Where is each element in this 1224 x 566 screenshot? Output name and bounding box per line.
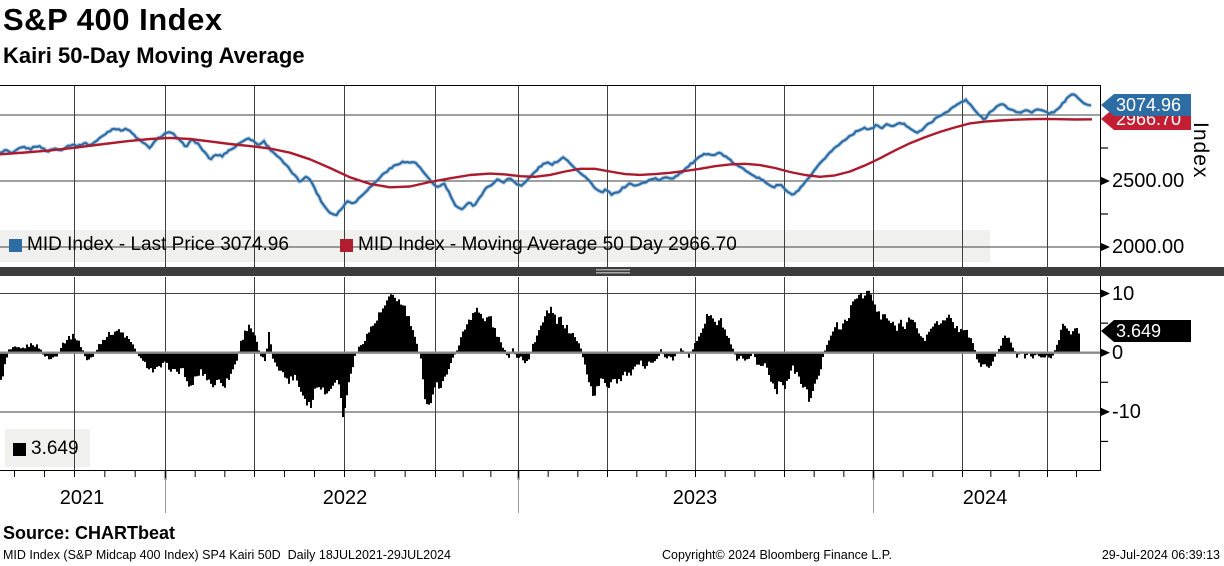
price-chart-plot[interactable] — [0, 85, 1101, 268]
legend-label: 3.649 — [31, 438, 79, 459]
y-axis-label-0: 0 — [1112, 342, 1124, 364]
price-line-halo — [0, 92, 1092, 218]
red-square-swatch-icon — [340, 238, 353, 252]
legend-label: MID Index - Last Price 3074.96 — [27, 234, 289, 255]
price-chart-grid — [0, 85, 1101, 268]
footer-copyright: Copyright© 2024 Bloomberg Finance L.P. — [662, 548, 892, 562]
legend-label: MID Index - Moving Average 50 Day 2966.7… — [358, 234, 737, 255]
page-title: S&P 400 Index — [3, 2, 223, 37]
black-square-swatch-icon — [13, 442, 26, 456]
x-axis-label-2021: 2021 — [59, 487, 105, 509]
last-price-axis-badge: 3074.96 — [1101, 94, 1191, 116]
kairi-chart-plot[interactable] — [0, 277, 1101, 471]
kairi-bars — [0, 290, 1080, 418]
blue-square-swatch-icon — [9, 238, 22, 252]
kairi-chart-grid — [0, 277, 1101, 471]
y-axis-label-2000: 2000.00 — [1112, 236, 1185, 258]
y-axis-label-2500: 2500.00 — [1112, 170, 1185, 192]
panel-separator[interactable] — [0, 267, 1224, 276]
legend-item-moving-average[interactable]: MID Index - Moving Average 50 Day 2966.7… — [340, 234, 737, 256]
separator-drag-handle-icon[interactable] — [596, 268, 630, 275]
y-axis-label-10: 10 — [1112, 283, 1135, 305]
footer-chart-description: MID Index (S&P Midcap 400 Index) SP4 Kai… — [3, 548, 451, 562]
y-axis-title: Index — [1189, 122, 1212, 179]
page-subtitle: Kairi 50-Day Moving Average — [3, 43, 305, 68]
footer-timestamp: 29-Jul-2024 06:39:13 — [1101, 548, 1220, 562]
x-axis-label-2024: 2024 — [962, 487, 1008, 509]
moving-average-line — [0, 117, 1093, 189]
price-line-series — [0, 92, 1093, 218]
kairi-axis-badge: 3.649 — [1101, 320, 1191, 342]
legend-item-kairi[interactable]: 3.649 — [13, 438, 79, 460]
price-line — [0, 93, 1092, 217]
x-axis-label-2023: 2023 — [672, 487, 718, 509]
y-axis-label-minus10: -10 — [1112, 401, 1141, 423]
legend-item-last-price[interactable]: MID Index - Last Price 3074.96 — [9, 234, 289, 256]
x-axis-label-2022: 2022 — [322, 487, 368, 509]
source-attribution: Source: CHARTbeat — [3, 523, 176, 543]
